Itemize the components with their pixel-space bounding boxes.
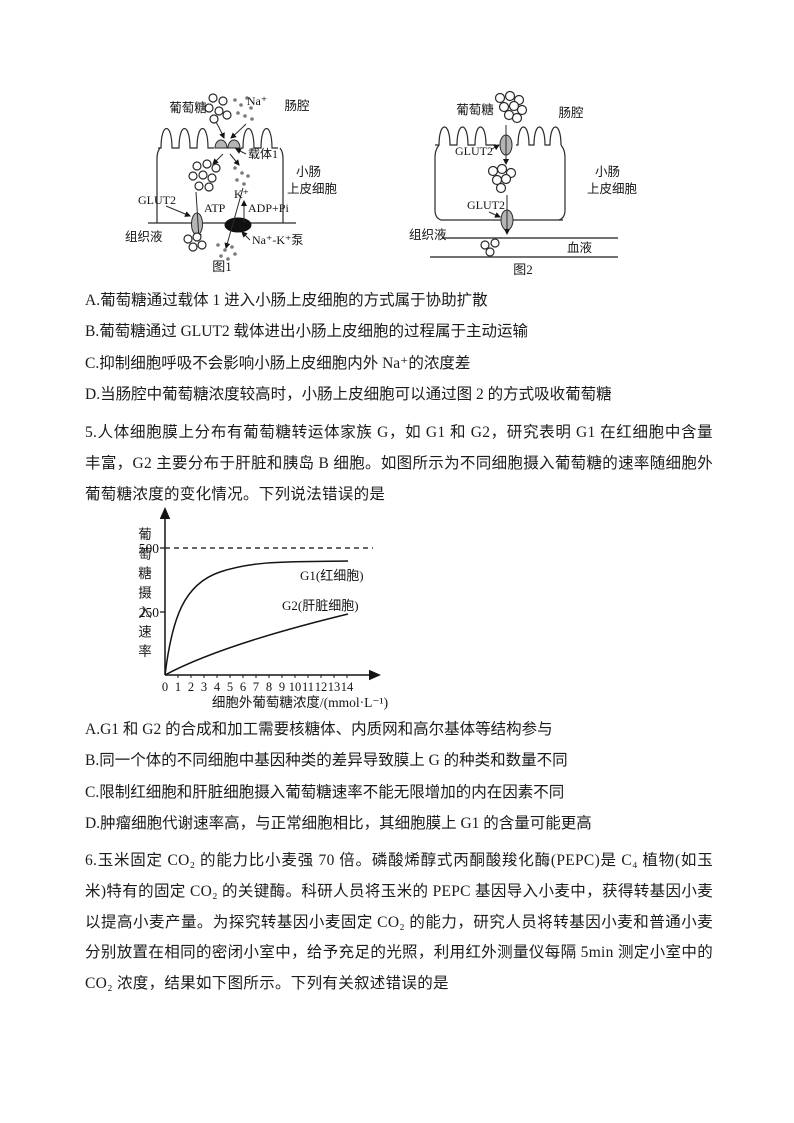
sodium-ions-cytoplasm — [233, 166, 250, 186]
x-tick-labels: 0 1 2 3 4 5 6 7 8 9 10 11 12 13 14 — [162, 680, 354, 694]
fig1-cell-label-1: 小肠 — [296, 165, 321, 179]
q5-option-a: A.G1 和 G2 的合成和加工需要核糖体、内质网和高尔基体等结构参与 — [85, 721, 553, 738]
fig1-pump-label: Na⁺-K⁺泵 — [252, 233, 303, 247]
carrier1-pointer-line — [235, 148, 247, 155]
cell-outline — [148, 147, 296, 224]
figure2-glucose-transport-diagram: 葡萄糖 肠腔 GLUT2 GLUT2 小肠 上皮细胞 组织液 血液 图2 — [409, 90, 638, 277]
glucose-uptake-chart: 500 250 0 1 2 3 4 5 6 7 8 9 10 11 12 13 … — [139, 507, 388, 710]
svg-text:4: 4 — [214, 680, 221, 694]
fig1-carrier1-label: 载体1 — [248, 147, 278, 161]
svg-text:7: 7 — [253, 680, 259, 694]
apical-membrane-microvilli — [158, 127, 278, 149]
fig2-tissue-fluid-label: 组织液 — [409, 227, 447, 242]
fig2-lumen-label: 肠腔 — [558, 105, 583, 120]
legend-g2: G2(肝脏细胞) — [282, 598, 359, 613]
q4-option-a: A.葡萄糖通过载体 1 进入小肠上皮细胞的方式属于协助扩散 — [85, 292, 488, 309]
curve-g2-liver-cell — [164, 613, 349, 676]
glucose-molecules-blood — [480, 238, 500, 257]
fig1-atp-label: ATP — [204, 201, 226, 215]
transport-arrows — [212, 121, 247, 166]
question4-options: A.葡萄糖通过载体 1 进入小肠上皮细胞的方式属于协助扩散 B.葡萄糖通过 GL… — [85, 293, 717, 418]
fig1-glucose-label: 葡萄糖 — [169, 100, 207, 115]
x-axis-label: 细胞外葡萄糖浓度/(mmol·L⁻¹) — [212, 695, 388, 710]
fig1-tissue-fluid-label: 组织液 — [125, 229, 163, 244]
fig2-glut2-basal-label: GLUT2 — [467, 198, 505, 212]
fig1-lumen-label: 肠腔 — [284, 98, 309, 113]
glut2-carrier — [191, 212, 203, 236]
svg-text:2: 2 — [188, 680, 194, 694]
svg-text:14: 14 — [341, 680, 354, 694]
glucose-molecules-lumen — [204, 93, 232, 124]
q4-option-d: D.当肠腔中葡萄糖浓度较高时，小肠上皮细胞可以通过图 2 的方式吸收葡萄糖 — [85, 385, 612, 403]
legend-g1: G1(红细胞) — [300, 568, 364, 583]
question6-stem: 6.玉米固定 CO₂ 的能力比小麦强 70 倍。磷酸烯醇式丙酮酸羧化酶(PEPC… — [85, 852, 713, 993]
q5-option-d: D.肿瘤细胞代谢速率高，与正常细胞相比，其细胞膜上 G1 的含量可能更高 — [85, 814, 592, 832]
glucose-molecules-cytoplasm — [188, 159, 221, 192]
svg-text:6: 6 — [240, 680, 246, 694]
svg-text:5: 5 — [227, 680, 233, 694]
ytick-250: 250 — [139, 605, 160, 620]
fig1-na-label: Na⁺ — [247, 94, 267, 108]
basal-transport-arrows — [165, 187, 251, 249]
glut2-basal-pointer — [488, 211, 501, 218]
svg-text:9: 9 — [279, 680, 285, 694]
q4-option-c: C.抑制细胞呼吸不会影响小肠上皮细胞内外 Na⁺的浓度差 — [85, 354, 471, 372]
chart-axes — [159, 507, 381, 681]
figure1-glucose-transport-diagram: 葡萄糖 Na⁺ 肠腔 载体1 小肠 上皮细胞 GLUT2 ATP K⁺ ADP+… — [125, 93, 338, 274]
fig1-adp-pi-label: ADP+Pi — [248, 201, 289, 215]
glut2-apical-pointer — [491, 144, 500, 151]
fig1-k-label: K⁺ — [234, 187, 249, 201]
fig2-caption: 图2 — [513, 262, 533, 277]
svg-text:0: 0 — [162, 680, 168, 694]
sodium-ions-tissue-fluid — [216, 243, 237, 261]
svg-text:12: 12 — [315, 680, 328, 694]
fig2-blood-label: 血液 — [567, 240, 593, 255]
fig2-glucose-label: 葡萄糖 — [456, 102, 494, 117]
curve-g1-red-blood-cell — [164, 560, 349, 676]
svg-text:13: 13 — [328, 680, 341, 694]
fig1-cell-label-2: 上皮细胞 — [287, 182, 338, 196]
svg-text:1: 1 — [175, 680, 181, 694]
svg-text:11: 11 — [302, 680, 314, 694]
ytick-500: 500 — [139, 541, 160, 556]
fig2-cell-label-1: 小肠 — [595, 165, 620, 179]
fig2-cell-label-2: 上皮细胞 — [587, 182, 638, 196]
q4-option-b: B.葡萄糖通过 GLUT2 载体进出小肠上皮细胞的过程属于主动运输 — [85, 323, 529, 341]
question5-stem: 5.人体细胞膜上分布有葡萄糖转运体家族 G，如 G1 和 G2，研究表明 G1 … — [85, 424, 713, 504]
question5-options: A.G1 和 G2 的合成和加工需要核糖体、内质网和高尔基体等结构参与 B.同一… — [85, 722, 717, 847]
q5-option-c: C.限制红细胞和肝脏细胞摄入葡萄糖速率不能无限增加的内在因素不同 — [85, 783, 565, 801]
glucose-molecules-tissue-fluid — [183, 232, 207, 252]
glucose-molecules-cytoplasm — [487, 163, 517, 194]
fig2-glut2-apical-label: GLUT2 — [455, 144, 493, 158]
capillary-lines — [430, 237, 618, 258]
svg-text:3: 3 — [201, 680, 207, 694]
glucose-molecules-lumen — [494, 90, 528, 124]
sodium-ions-lumen — [233, 96, 254, 121]
fig1-glut2-label: GLUT2 — [138, 193, 176, 207]
carrier1-protein — [214, 139, 241, 149]
y-axis-label: 葡萄糖摄入速率 — [136, 527, 151, 664]
q5-option-b: B.同一个体的不同细胞中基因种类的差异导致膜上 G 的种类和数量不同 — [85, 752, 568, 770]
fig1-caption: 图1 — [212, 259, 232, 274]
svg-text:8: 8 — [266, 680, 272, 694]
svg-text:10: 10 — [289, 680, 302, 694]
apical-membrane-microvilli — [435, 126, 562, 146]
na-k-pump — [224, 217, 252, 233]
